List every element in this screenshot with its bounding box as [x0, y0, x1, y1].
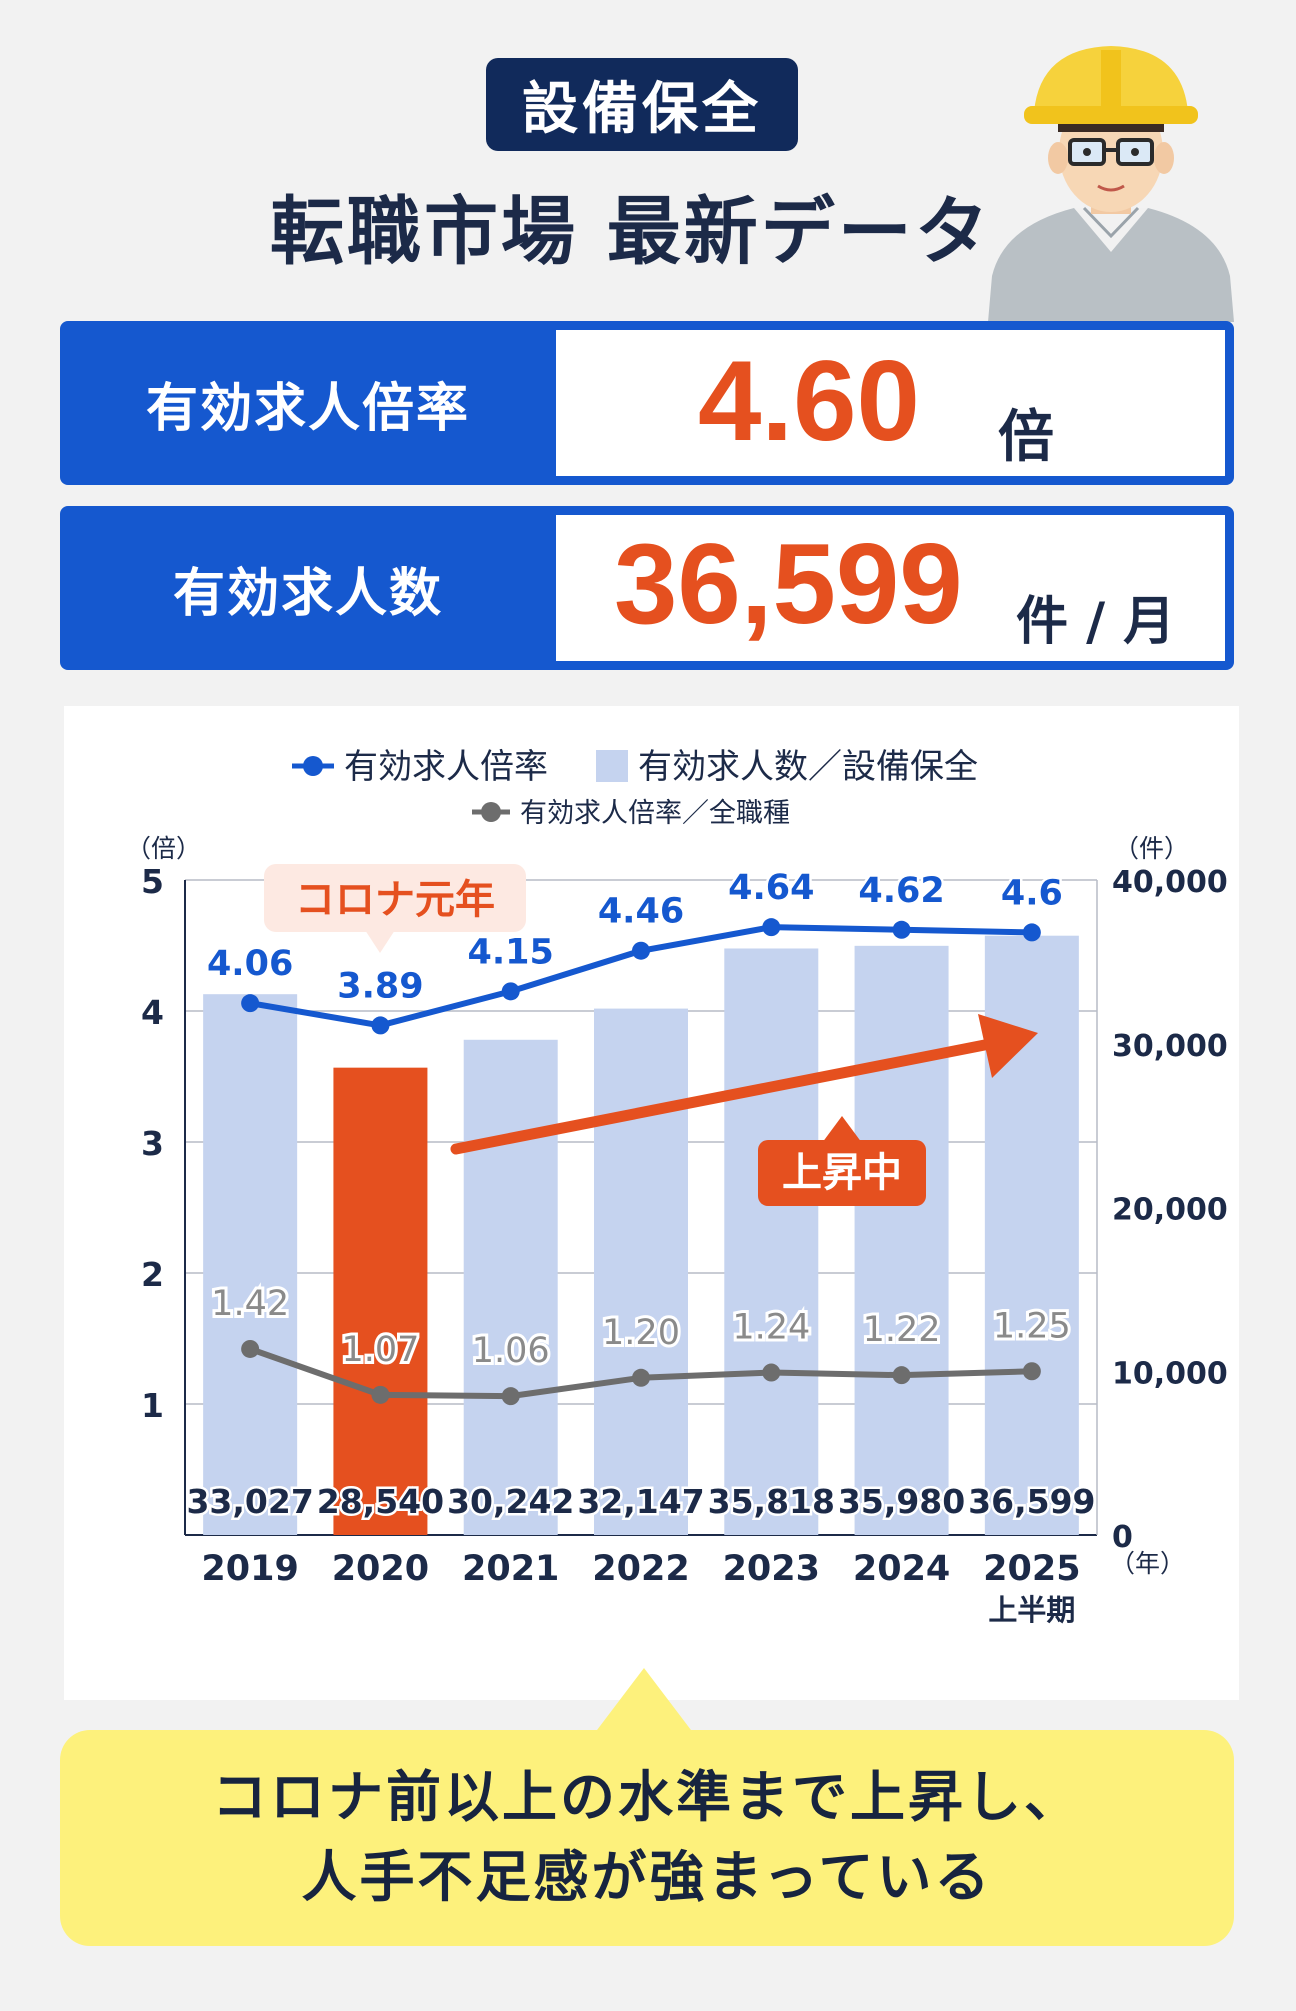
all-jobs-ratio-point	[241, 1339, 260, 1358]
all-jobs-ratio-label: 1.25	[993, 1306, 1071, 1346]
right-tick-label: 0	[1112, 1520, 1133, 1555]
page-title: 転職市場 最新データ	[270, 188, 992, 275]
job-ratio-value-box: 4.60 倍	[556, 330, 1225, 476]
job-ratio-label: 有効求人倍率	[145, 378, 470, 439]
all-jobs-ratio-point	[762, 1363, 781, 1382]
bar-2022	[594, 1008, 688, 1535]
rising-badge-text: 上昇中	[782, 1150, 902, 1196]
right-tick-label: 40,000	[1112, 865, 1228, 900]
bar-value-label: 33,027	[186, 1482, 313, 1521]
x-tick-label: 2021	[462, 1549, 559, 1589]
left-tick-label: 5	[141, 862, 164, 901]
category-text: 設備保全	[522, 77, 762, 142]
all-jobs-ratio-point	[371, 1385, 390, 1404]
job-ratio-value: 4.60	[698, 338, 920, 465]
legend-marker-all	[481, 802, 501, 822]
x-tick-label: 2023	[723, 1549, 820, 1589]
callout-bubble: コロナ前以上の水準まで上昇し、 人手不足感が強まっている	[60, 1730, 1234, 1946]
x-tick-label: 2020	[332, 1549, 429, 1589]
left-tick-label: 2	[141, 1255, 164, 1294]
legend-label-ratio: 有効求人倍率	[344, 747, 548, 787]
chart-card: 有効求人倍率 有効求人数／設備保全有効求人倍率／全職種 （倍） （件） 1 2 3 4 5 0 10…	[64, 706, 1239, 1700]
left-tick-label: 4	[141, 993, 164, 1032]
bar-2019	[203, 994, 298, 1535]
all-jobs-ratio-point	[892, 1366, 911, 1385]
bar-value-label: 35,980	[838, 1482, 965, 1521]
job-postings-value-box: 36,599 件 / 月	[556, 515, 1225, 661]
job-ratio-point	[762, 918, 781, 937]
callout-line-1: コロナ前以上の水準まで上昇し、	[211, 1765, 1082, 1830]
right-tick-label: 10,000	[1112, 1356, 1228, 1391]
x-axis-unit: （年）	[1110, 1549, 1185, 1578]
covid-badge-pointer	[365, 930, 395, 953]
x-tick-label: 2024	[853, 1549, 950, 1589]
job-ratio-point	[632, 941, 650, 960]
x-tick-label: 2019	[201, 1549, 298, 1589]
job-ratio-panel: 有効求人倍率 4.60 倍	[60, 321, 1234, 485]
all-jobs-ratio-point	[501, 1387, 520, 1406]
job-postings-value: 36,599	[614, 521, 963, 648]
legend-label-postings: 有効求人数／設備保全	[638, 747, 978, 787]
rising-badge-pointer	[822, 1116, 862, 1143]
category-badge: 設備保全	[486, 58, 798, 151]
rising-arrow-shaft	[450, 1034, 1016, 1155]
job-ratio-label: 4.46	[598, 892, 684, 932]
x-tick-label: 2022	[592, 1549, 689, 1589]
all-jobs-ratio-label: 1.07	[341, 1330, 419, 1370]
all-jobs-ratio-label: 1.20	[602, 1313, 680, 1353]
all-jobs-ratio-label: 1.22	[863, 1310, 941, 1350]
job-ratio-label: 4.15	[468, 932, 554, 972]
job-ratio-point	[241, 994, 260, 1013]
legend-swatch-postings	[596, 750, 628, 782]
bar-2023	[724, 948, 819, 1535]
right-tick-label: 20,000	[1112, 1193, 1228, 1228]
left-axis-unit: （倍）	[126, 834, 201, 863]
bar-value-label: 30,242	[447, 1482, 574, 1521]
bar-value-label: 36,599	[968, 1482, 1095, 1521]
job-ratio-label: 3.89	[337, 966, 423, 1006]
right-axis-unit: （件）	[1114, 834, 1189, 863]
job-ratio-point	[501, 982, 520, 1001]
bar-2020	[333, 1067, 428, 1535]
legend-marker-ratio	[303, 756, 323, 776]
bar-2024	[854, 945, 949, 1535]
job-postings-unit: 件 / 月	[1016, 592, 1176, 652]
covid-badge	[264, 864, 526, 932]
job-ratio-point	[892, 920, 911, 939]
job-ratio-unit: 倍	[998, 405, 1054, 470]
job-ratio-point	[1022, 923, 1041, 942]
x-tick-sublabel: 上半期	[988, 1593, 1075, 1627]
bar-value-label: 32,147	[577, 1482, 704, 1521]
job-postings-label: 有効求人数	[172, 563, 443, 624]
all-jobs-ratio-label: 1.42	[211, 1284, 289, 1324]
bar-value-label: 35,818	[708, 1482, 835, 1521]
bar-value-label: 28,540	[317, 1482, 444, 1521]
job-ratio-label: 4.06	[207, 944, 293, 984]
right-tick-label: 30,000	[1112, 1029, 1228, 1064]
callout-tail	[594, 1668, 694, 1734]
all-jobs-ratio-label: 1.06	[472, 1331, 550, 1371]
job-ratio-point	[371, 1016, 390, 1035]
job-ratio-label: 4.6	[1001, 873, 1063, 913]
left-tick-label: 3	[141, 1124, 164, 1163]
job-ratio-label: 4.64	[728, 868, 814, 908]
job-ratio-label: 4.62	[858, 871, 944, 911]
all-jobs-ratio-label: 1.24	[732, 1308, 810, 1348]
x-tick-label: 2025	[983, 1549, 1080, 1589]
job-postings-panel: 有効求人数 36,599 件 / 月	[60, 506, 1234, 670]
worker-illustration	[988, 46, 1234, 322]
legend-label-all: 有効求人倍率／全職種	[520, 798, 790, 829]
left-tick-label: 1	[141, 1386, 164, 1425]
rising-badge	[758, 1140, 926, 1206]
callout-line-2: 人手不足感が強まっている	[301, 1845, 993, 1909]
rising-arrow-head	[978, 1014, 1038, 1078]
all-jobs-ratio-point	[632, 1368, 650, 1387]
bar-2021	[463, 1039, 558, 1535]
all-jobs-ratio-point	[1022, 1362, 1041, 1381]
covid-badge-text: コロナ元年	[295, 877, 495, 923]
